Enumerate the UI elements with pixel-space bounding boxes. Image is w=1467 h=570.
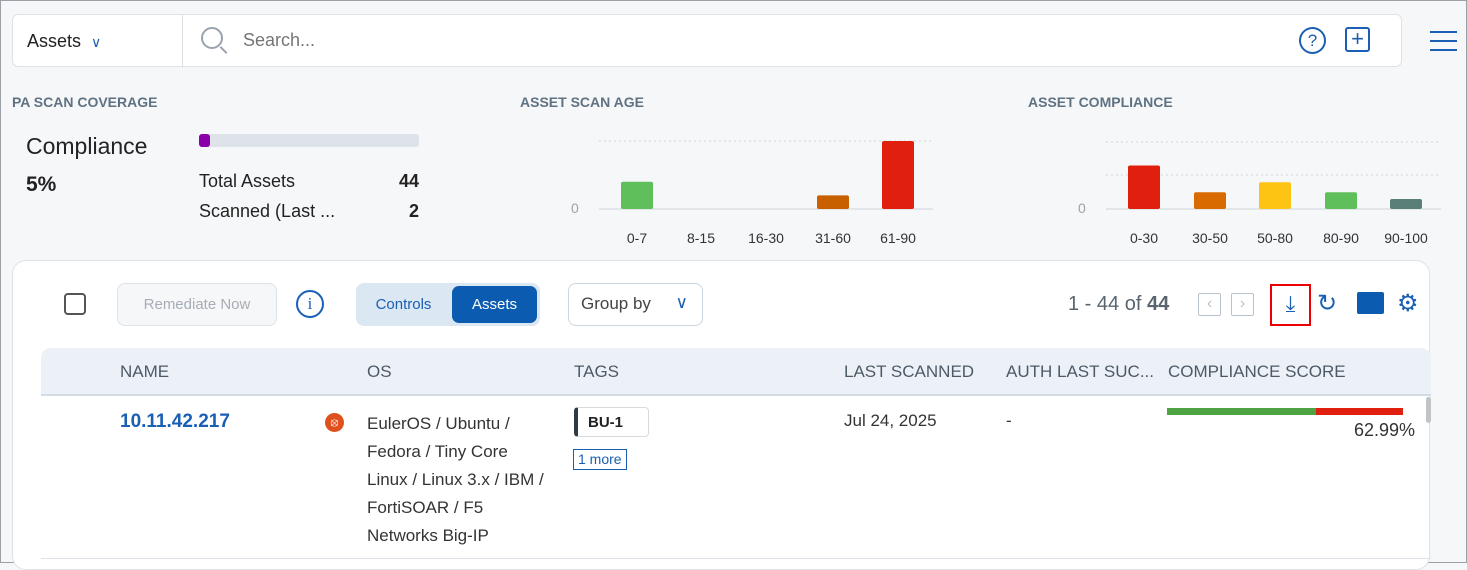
x-tick-label: 8-15: [686, 230, 716, 246]
module-label: Assets: [27, 31, 82, 51]
x-tick-label: 90-100: [1384, 230, 1428, 246]
asset-os: EulerOS / Ubuntu / Fedora / Tiny Core Li…: [367, 414, 544, 545]
x-tick-label: 30-50: [1192, 230, 1228, 246]
x-tick-label: 80-90: [1323, 230, 1359, 246]
asset-compliance-title: ASSET COMPLIANCE: [1028, 94, 1173, 110]
settings-icon[interactable]: ⚙: [1397, 290, 1419, 317]
coverage-progress-fill: [199, 134, 210, 147]
total-assets-label: Total Assets: [199, 171, 296, 191]
pager-total: 44: [1146, 293, 1170, 315]
col-auth-last[interactable]: AUTH LAST SUC...: [1006, 362, 1154, 381]
coverage-title: PA SCAN COVERAGE: [12, 94, 158, 110]
compliance-score: 62.99%: [1353, 420, 1415, 440]
col-compliance-score[interactable]: COMPLIANCE SCORE: [1168, 362, 1346, 381]
col-last-scanned[interactable]: LAST SCANNED: [844, 362, 975, 381]
score-fail: [1315, 408, 1403, 415]
view-toggle: Controls Assets: [356, 283, 540, 326]
remediate-now-button[interactable]: Remediate Now: [117, 283, 277, 326]
pager-range: 1 - 44 of: [1068, 293, 1142, 315]
total-assets-value: 44: [398, 171, 419, 191]
bar-61-90[interactable]: [882, 141, 914, 209]
x-tick-label: 31-60: [815, 230, 851, 246]
group-by-label: Group by: [581, 294, 651, 313]
download-icon[interactable]: ⤓: [1270, 284, 1311, 326]
compliance-percent: 5%: [26, 173, 57, 196]
bar-50-80[interactable]: [1259, 182, 1291, 209]
y-tick-label: 0: [1078, 200, 1086, 216]
search-input[interactable]: [243, 30, 1143, 51]
last-scanned: Jul 24, 2025: [844, 411, 937, 430]
search-icon: [201, 27, 223, 49]
ubuntu-icon: ⦻: [325, 413, 344, 432]
bar-0-30[interactable]: [1128, 165, 1160, 209]
x-tick-label: 0-7: [626, 230, 648, 246]
scrollbar[interactable]: [1426, 397, 1431, 423]
compliance-score-bar: [1167, 408, 1403, 415]
coverage-progress: [199, 134, 419, 147]
bar-90-100[interactable]: [1390, 198, 1422, 209]
x-tick-label: 16-30: [748, 230, 784, 246]
row-divider: [41, 558, 1431, 559]
select-all-checkbox[interactable]: [64, 293, 86, 315]
tab-controls[interactable]: Controls: [375, 296, 432, 313]
next-page-button[interactable]: ›: [1231, 293, 1254, 316]
divider: [182, 15, 183, 68]
top-bar: Assets ∨ ? +: [12, 14, 1402, 68]
bar-30-50[interactable]: [1194, 192, 1226, 209]
prev-page-button[interactable]: ‹: [1198, 293, 1221, 316]
assets-panel: [12, 260, 1430, 570]
add-icon[interactable]: +: [1345, 27, 1370, 52]
chart-view-icon[interactable]: [1357, 292, 1384, 314]
bar-31-60[interactable]: [817, 195, 849, 209]
tab-assets[interactable]: Assets: [452, 286, 537, 323]
chevron-down-icon: ∨: [675, 293, 688, 312]
module-selector[interactable]: Assets ∨: [27, 31, 101, 52]
scan-age-title: ASSET SCAN AGE: [520, 94, 644, 110]
group-by-select[interactable]: Group by ∨: [568, 283, 703, 326]
table-header: [41, 348, 1431, 396]
asset-name-link[interactable]: 10.11.42.217: [120, 411, 230, 432]
chevron-down-icon: ∨: [91, 34, 102, 50]
more-tags-link[interactable]: 1 more: [573, 449, 627, 470]
refresh-icon[interactable]: ↻: [1317, 290, 1338, 317]
y-tick-label: 0: [571, 200, 579, 216]
bar-80-90[interactable]: [1325, 192, 1357, 209]
menu-icon[interactable]: [1430, 31, 1457, 58]
charts-svg: [599, 140, 1441, 210]
col-tags[interactable]: TAGS: [574, 362, 620, 381]
score-pass: [1167, 408, 1316, 415]
x-tick-label: 61-90: [880, 230, 916, 246]
bar-0-7[interactable]: [621, 181, 653, 209]
x-tick-label: 50-80: [1257, 230, 1293, 246]
x-tick-label: 0-30: [1129, 230, 1159, 246]
col-name[interactable]: NAME: [120, 362, 170, 381]
tag-badge: BU-1: [574, 407, 649, 437]
help-icon[interactable]: ?: [1299, 27, 1326, 54]
auth-last: -: [1006, 411, 1012, 430]
pager: 1 - 44 of 44: [1068, 293, 1169, 316]
compliance-label: Compliance: [26, 133, 148, 159]
col-os[interactable]: OS: [367, 362, 392, 381]
scanned-label: Scanned (Last ...: [199, 201, 336, 221]
scanned-value: 2: [408, 201, 419, 221]
info-icon[interactable]: i: [296, 290, 324, 318]
